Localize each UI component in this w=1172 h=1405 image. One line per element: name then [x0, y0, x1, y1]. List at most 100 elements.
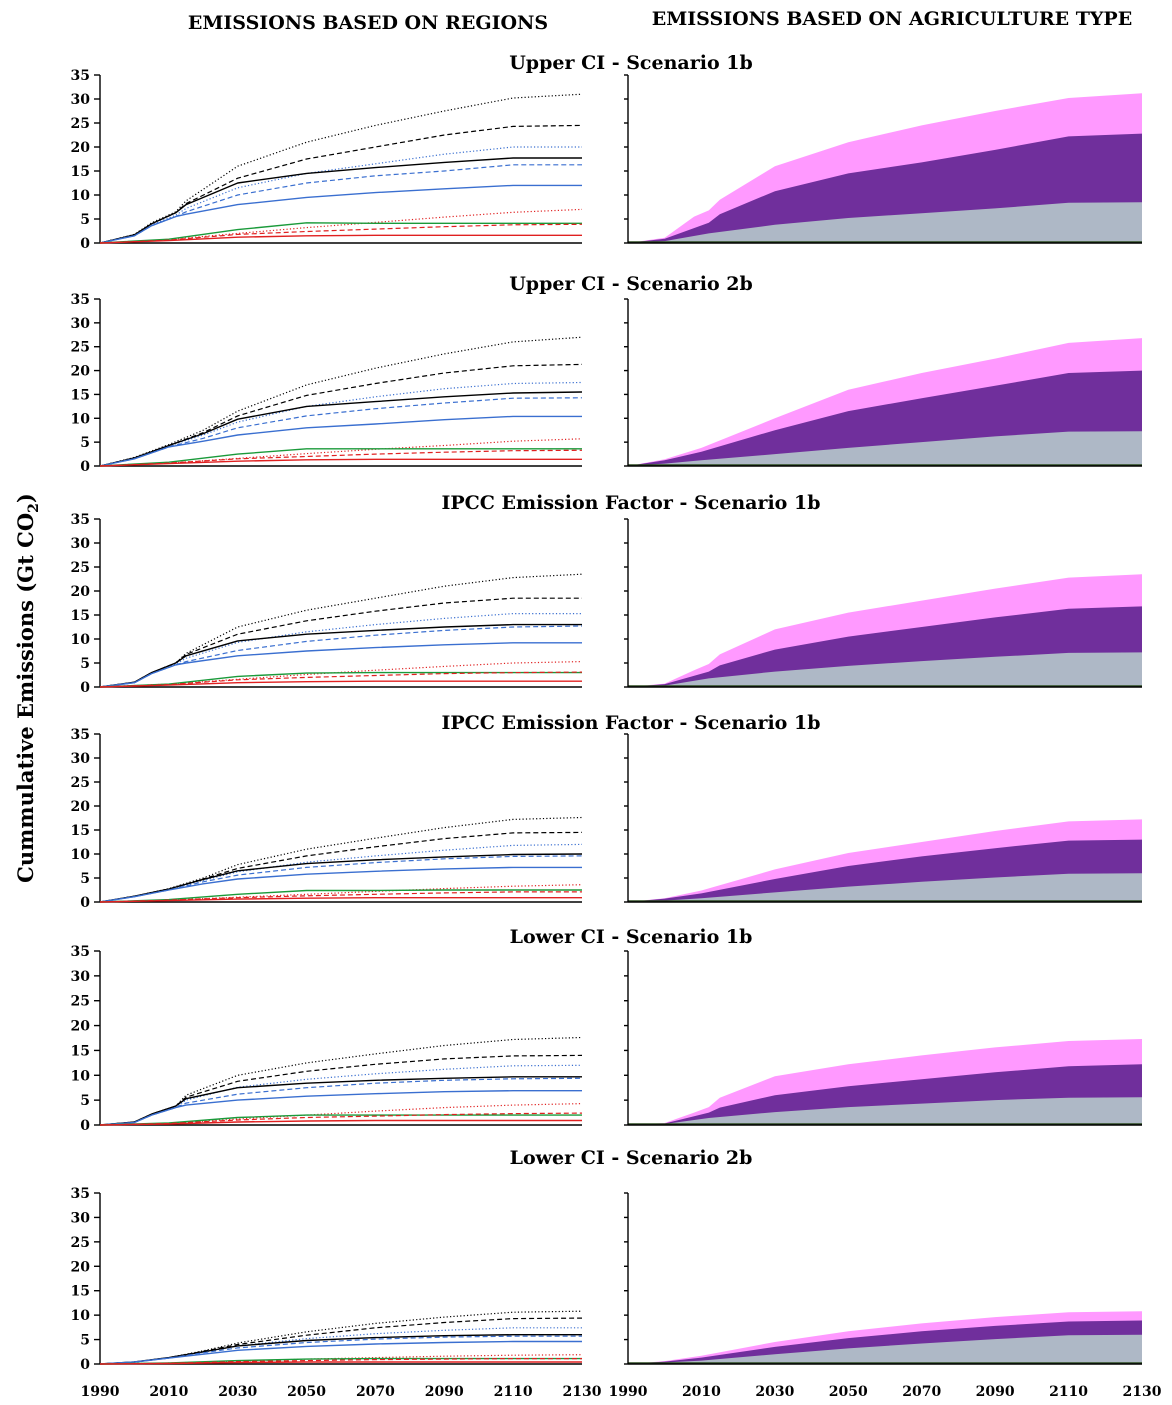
region-series-line: [99, 623, 582, 688]
region-series-line: [99, 157, 582, 244]
region-series-line: [99, 884, 583, 903]
region-series-line: [99, 1112, 583, 1126]
panel-title: Upper CI - Scenario 1b: [509, 52, 753, 74]
region-series-line: [99, 449, 583, 467]
y-tick-label: 20: [71, 140, 91, 156]
region-series-line: [99, 671, 583, 688]
region-series-line: [99, 853, 583, 903]
x-tick-label: 2110: [1049, 1384, 1088, 1400]
x-tick-label: 2070: [356, 1384, 395, 1400]
y-tick-label: 30: [71, 92, 91, 108]
agriculture-area-bottom: [628, 1334, 1142, 1364]
region-series-line: [99, 1114, 582, 1126]
y-tick-label: 5: [80, 212, 90, 228]
x-tick-label: 2130: [1123, 1384, 1162, 1400]
agriculture-chart: [624, 518, 1142, 688]
region-series-line: [99, 1077, 583, 1126]
region-series-line: [99, 336, 583, 467]
y-tick-label: 30: [71, 969, 91, 985]
regions-chart: 0 5 10 15 20 25 30 35: [71, 292, 583, 475]
region-series-line: [99, 1340, 582, 1365]
y-tick-label: 35: [71, 512, 90, 528]
y-tick-label: 35: [71, 727, 90, 743]
y-tick-label: 0: [80, 1357, 90, 1373]
agriculture-chart: [624, 74, 1142, 244]
region-series-line: [99, 164, 582, 244]
x-tick-label: 2010: [682, 1384, 721, 1400]
region-series-line: [99, 448, 582, 467]
y-tick-label: 0: [80, 895, 90, 911]
region-series-line: [99, 234, 582, 244]
agriculture-chart: [624, 950, 1142, 1126]
y-tick-label: 35: [71, 1186, 90, 1202]
y-tick-label: 30: [71, 1210, 91, 1226]
agriculture-chart: [624, 298, 1142, 467]
y-tick-label: 35: [71, 292, 90, 308]
panel-title: IPCC Emission Factor - Scenario 1b: [442, 712, 821, 734]
x-tick-label: 2110: [494, 1384, 533, 1400]
y-tick-label: 10: [71, 847, 91, 863]
y-tick-label: 15: [71, 1043, 90, 1059]
region-series-line: [99, 1090, 582, 1126]
y-tick-label: 10: [71, 411, 91, 427]
region-series-line: [99, 1119, 582, 1126]
agriculture-chart: [624, 733, 1142, 903]
region-series-line: [99, 866, 582, 903]
panel-row-5: Lower CI - Scenario 1b 0 5 10 15 20 25 30 35: [71, 926, 1142, 1134]
agriculture-area-bottom: [628, 431, 1142, 466]
y-tick-label: 35: [71, 68, 90, 84]
panel-title: Lower CI - Scenario 1b: [510, 926, 753, 948]
y-tick-label: 20: [71, 584, 91, 600]
y-tick-label: 10: [71, 1308, 91, 1324]
region-series-line: [99, 1054, 583, 1126]
y-tick-label: 20: [71, 364, 91, 380]
agriculture-area-bottom: [628, 202, 1142, 243]
region-series-line: [99, 1036, 583, 1126]
x-tick-label: 2010: [149, 1384, 188, 1400]
panel-row-3: IPCC Emission Factor - Scenario 1b 0 5 10 15…: [71, 492, 1142, 696]
y-tick-label: 5: [80, 1093, 90, 1109]
y-tick-label: 0: [80, 236, 90, 252]
region-series-line: [99, 1354, 583, 1365]
y-tick-label: 25: [71, 340, 90, 356]
panel-row-2: Upper CI - Scenario 2b 0 5 10 15 20 25 30 35: [71, 273, 1142, 475]
region-series-line: [99, 381, 583, 467]
y-tick-label: 35: [71, 944, 90, 960]
x-tick-label: 2030: [755, 1384, 794, 1400]
x-tick-label: 2130: [563, 1384, 602, 1400]
x-tick-label: 2070: [902, 1384, 941, 1400]
region-series-line: [99, 897, 582, 903]
y-tick-label: 25: [71, 1235, 90, 1251]
region-series-line: [99, 222, 582, 244]
region-series-line: [99, 184, 582, 244]
region-series-line: [99, 1103, 583, 1126]
y-tick-label: 15: [71, 608, 90, 624]
region-series-line: [99, 363, 583, 467]
agriculture-area-bottom: [628, 873, 1142, 902]
x-tick-label: 2050: [829, 1384, 868, 1400]
y-tick-label: 30: [71, 751, 91, 767]
x-tick-label: 2090: [425, 1384, 464, 1400]
regions-chart: 0 5 10 15 20 25 30 35: [71, 512, 583, 696]
y-tick-label: 10: [71, 1068, 91, 1084]
region-series-line: [99, 438, 583, 467]
panels: Upper CI - Scenario 1b05101520253035Uppe…: [71, 52, 1162, 1400]
region-series-line: [99, 93, 583, 244]
region-series-line: [99, 816, 583, 903]
region-series-line: [99, 1076, 582, 1126]
region-series-line: [99, 889, 582, 903]
panel-row-1: Upper CI - Scenario 1b 0 5 10 15 20 25 30 35: [71, 52, 1142, 252]
region-series-line: [99, 415, 582, 467]
region-series-line: [99, 391, 583, 467]
panel-row-6: Lower CI - Scenario 2b 0 5 10 15 20 25 30 35 1990…: [71, 1147, 1162, 1400]
y-tick-label: 25: [71, 116, 90, 132]
y-tick-label: 0: [80, 459, 90, 475]
y-tick-label: 10: [71, 632, 91, 648]
panel-row-4: IPCC Emission Factor - Scenario 1b 0 5 10 15…: [71, 712, 1142, 911]
y-tick-label: 15: [71, 823, 90, 839]
region-series-line: [99, 1361, 582, 1365]
y-tick-label: 25: [71, 994, 90, 1010]
y-tick-label: 5: [80, 435, 90, 451]
y-tick-label: 30: [71, 316, 91, 332]
